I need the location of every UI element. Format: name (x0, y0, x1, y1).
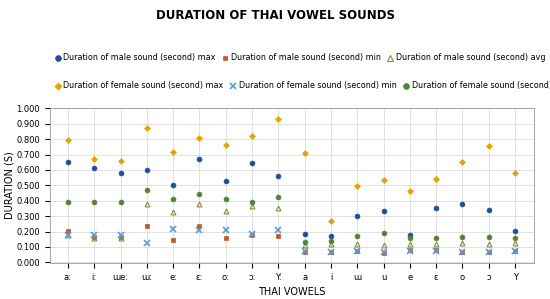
Text: DURATION OF THAI VOWEL SOUNDS: DURATION OF THAI VOWEL SOUNDS (156, 9, 394, 22)
Y-axis label: DURATION (S): DURATION (S) (4, 152, 15, 219)
Legend: Duration of female sound (second) max, Duration of female sound (second) min, Du: Duration of female sound (second) max, D… (53, 80, 550, 91)
X-axis label: THAI VOWELS: THAI VOWELS (258, 287, 325, 298)
